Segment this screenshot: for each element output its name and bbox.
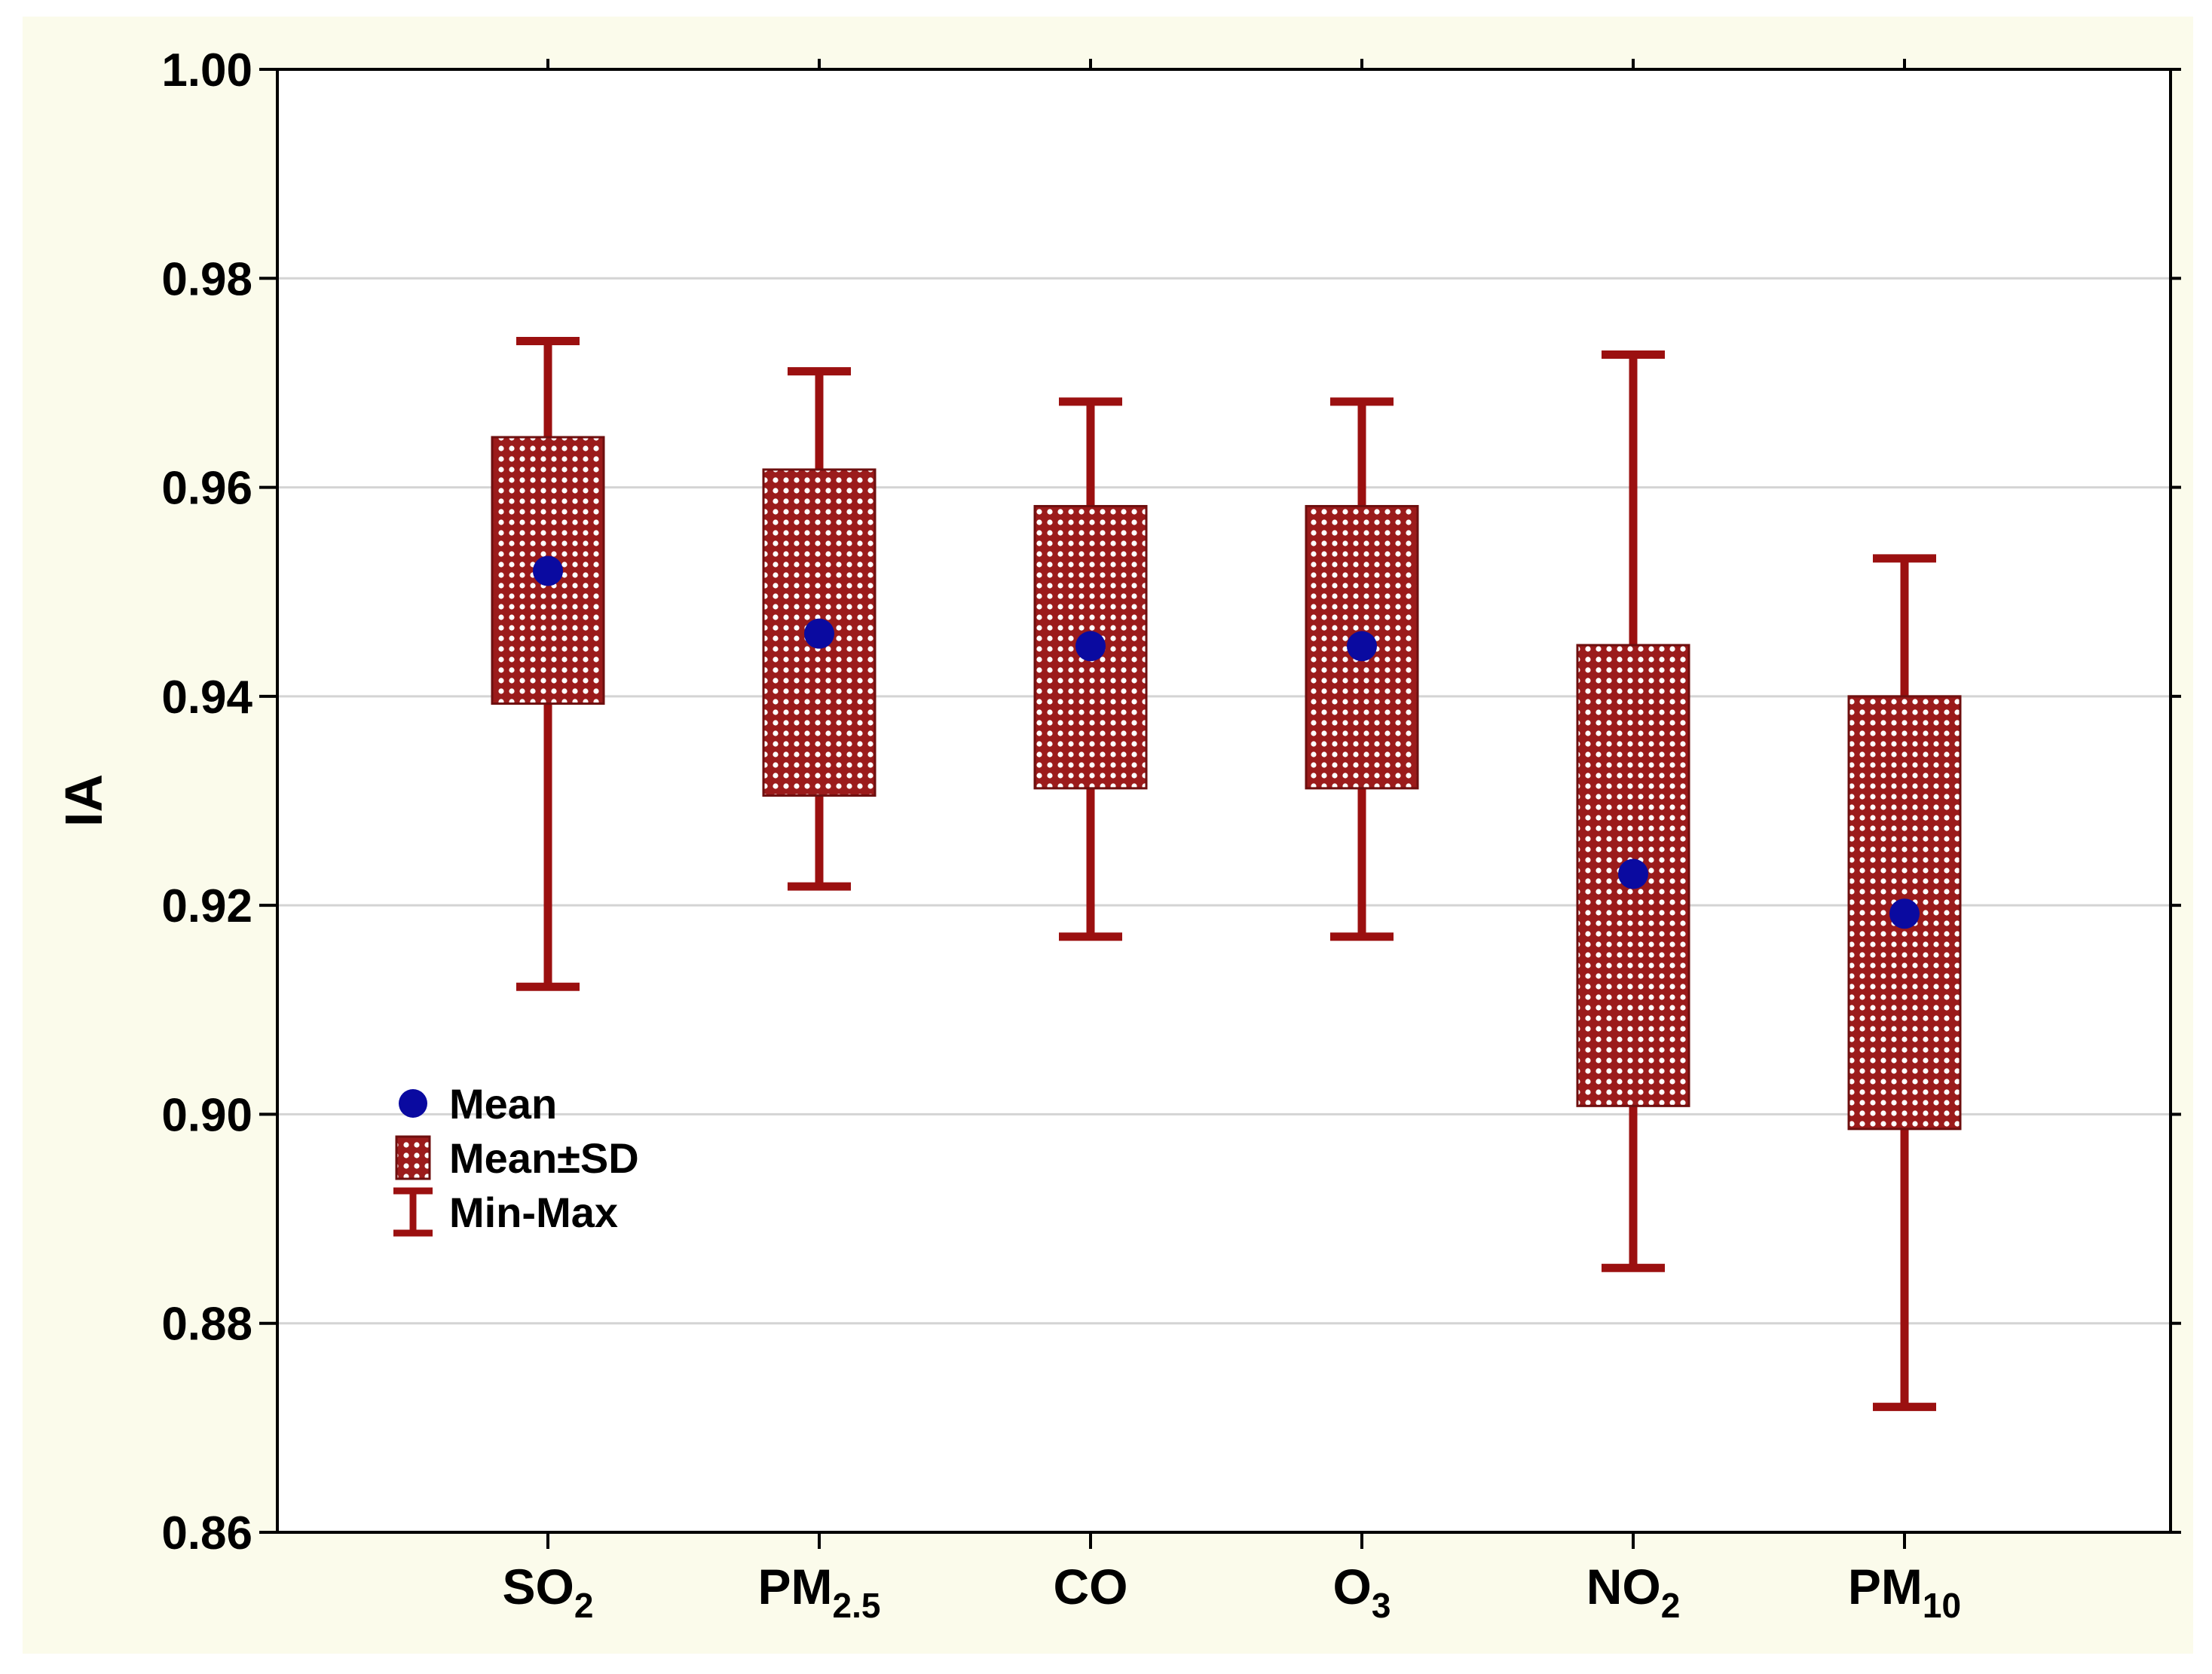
y-tick-label: 0.98 [161,253,252,305]
y-tick-labels: 0.86 0.88 0.90 0.92 0.94 0.96 0.98 1.00 [161,44,252,1559]
legend-box-marker [395,1135,431,1180]
mean-point-3 [1347,631,1377,662]
y-tick-label: 0.94 [161,672,252,724]
mean-point-1 [804,618,834,649]
legend-mean-marker [399,1089,427,1118]
legend: Mean Mean±SD Min-Max [393,1080,639,1237]
y-tick-label: 0.96 [161,463,252,515]
x-category-labels: SO2 PM2.5 CO O3 NO2 PM10 [503,1559,1962,1625]
x-category-label-2: CO [1054,1559,1128,1614]
sd-boxes [491,436,1962,1131]
sd-box-4 [1576,644,1690,1107]
x-category-label-4: NO2 [1586,1559,1681,1625]
y-tick-label: 0.88 [161,1299,252,1351]
mean-points [533,555,1920,929]
mean-point-5 [1889,898,1920,929]
axis-ticks [259,59,2181,1549]
legend-label-box: Mean±SD [449,1134,639,1182]
x-category-label-3: O3 [1333,1559,1391,1625]
mean-point-4 [1618,858,1648,889]
legend-label-whisker: Min-Max [449,1189,618,1236]
mean-point-2 [1075,631,1106,662]
y-tick-label: 1.00 [161,44,252,96]
x-category-label-1: PM2.5 [758,1559,881,1625]
legend-item-mean: Mean [399,1080,557,1128]
x-category-label-5: PM10 [1848,1559,1961,1625]
legend-label-mean: Mean [449,1080,557,1128]
legend-item-whisker: Min-Max [393,1187,618,1237]
plot-frame [276,68,2172,1534]
y-tick-label: 0.86 [161,1507,252,1559]
legend-item-box: Mean±SD [395,1134,639,1182]
x-category-label-0: SO2 [503,1559,594,1625]
y-tick-label: 0.92 [161,880,252,932]
y-axis-title: IA [54,774,113,827]
mean-point-0 [533,555,563,586]
y-tick-label: 0.90 [161,1089,252,1141]
